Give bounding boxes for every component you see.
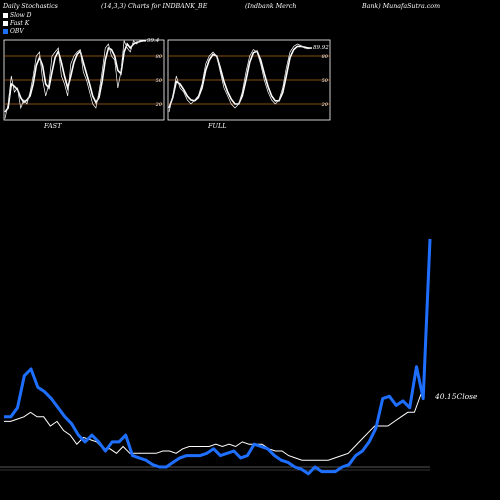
tick-label-full-80: 80 (322, 54, 329, 60)
legend-fast-k: Fast K (3, 20, 29, 27)
header-source: Bank) MunafaSutra.com (362, 3, 441, 10)
legend-swatch-fast-k (3, 20, 8, 26)
close-value-label: 40.15Close (434, 392, 478, 401)
legend-label-fast-k: Fast K (10, 20, 30, 27)
tick-label-fast-50: 50 (156, 78, 163, 84)
tick-label-full-50: 50 (322, 78, 329, 84)
legend-slow-d: Slow D (3, 12, 32, 19)
panel-label-full: FULL (208, 122, 227, 130)
series-slow-d-fast (4, 39, 146, 113)
header-title: Daily Stochastics (3, 3, 58, 10)
series-fast-k-fast (4, 39, 146, 119)
tick-label-full-20: 20 (321, 102, 329, 108)
series-fast-k-full (168, 43, 313, 113)
series-slow-d-full (168, 45, 312, 109)
last-value-label-fast: 99.4 (147, 38, 160, 44)
legend-swatch-obv (3, 28, 8, 34)
series-obv (4, 238, 432, 476)
header-company: (Indbank Merch (245, 3, 297, 10)
series-close (4, 393, 422, 461)
legend-swatch-slow-d (3, 12, 8, 18)
tick-label-fast-80: 80 (156, 54, 163, 60)
last-value-label-full: 89.92 (313, 45, 329, 51)
tick-label-fast-20: 20 (155, 102, 163, 108)
panel-label-fast: FAST (44, 122, 62, 130)
legend-label-slow-d: Slow D (10, 12, 32, 19)
legend-label-obv: OBV (10, 28, 24, 35)
legend-obv: OBV (3, 28, 24, 35)
header-params: (14,3,3) Charts for INDBANK_BE (101, 3, 208, 10)
